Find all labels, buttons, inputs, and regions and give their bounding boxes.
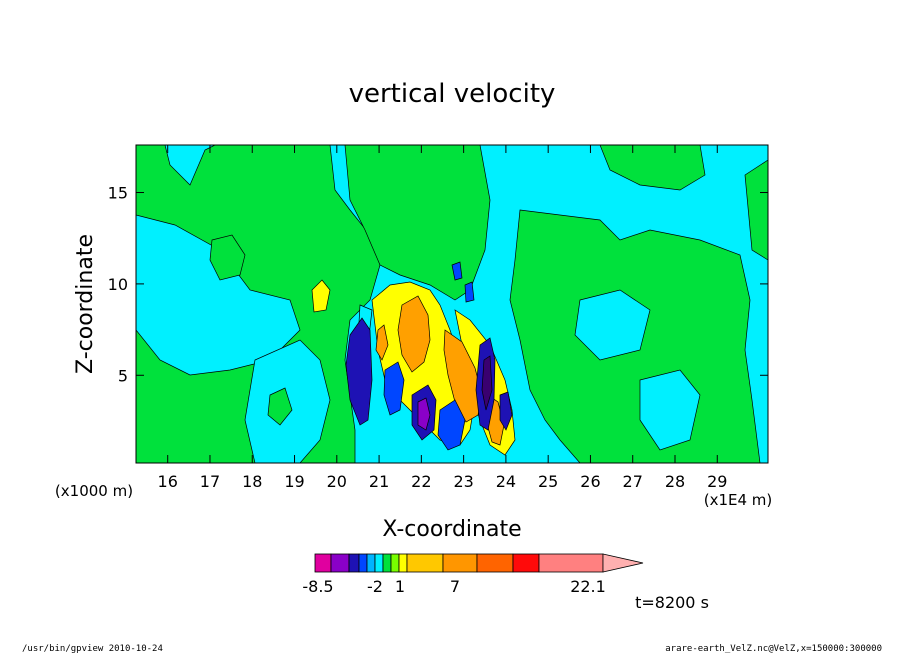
green-region [267, 387, 293, 426]
colorbar-bin [382, 553, 392, 573]
blue-region [464, 281, 475, 303]
yellow-region [311, 279, 331, 313]
purple-region [417, 397, 431, 431]
x-tick-label: 27 [623, 472, 643, 491]
x-tick-label: 26 [580, 472, 600, 491]
x-ticks: 16 17 18 19 20 21 22 23 24 25 26 27 28 29 [158, 145, 727, 491]
blue-region [437, 399, 466, 451]
chart-title: vertical velocity [349, 79, 556, 109]
y-tick-label: 5 [118, 366, 128, 385]
y-ticks: 5 10 15 [108, 184, 768, 385]
colorbar-bin [406, 553, 444, 573]
colorbar-label: 1 [395, 577, 405, 596]
footer-left: /usr/bin/gpview 2010-10-24 [22, 644, 163, 654]
blue-region [451, 261, 463, 281]
colorbar-bin [442, 553, 478, 573]
time-label: t=8200 s [635, 593, 709, 612]
orange-region [397, 295, 431, 373]
colorbar-bin [538, 553, 604, 573]
green-region [599, 145, 706, 191]
colorbar-bin [348, 553, 360, 573]
x-tick-label: 17 [200, 472, 220, 491]
colorbar-bin [390, 553, 400, 573]
colorbar-label: -2 [367, 577, 383, 596]
colorbar-bin [374, 553, 384, 573]
y-tick-label: 10 [108, 275, 128, 294]
colorbar-bin [358, 553, 368, 573]
cyan-region [639, 369, 701, 451]
green-region [344, 145, 491, 301]
y-tick-label: 15 [108, 184, 128, 203]
x-tick-label: 25 [538, 472, 558, 491]
contour-field [136, 145, 768, 463]
x-tick-label: 20 [327, 472, 347, 491]
x-tick-label: 23 [453, 472, 473, 491]
orange-region [375, 324, 389, 361]
x-tick-label: 24 [496, 472, 516, 491]
x-axis-label: X-coordinate [382, 517, 521, 542]
x-tick-label: 22 [411, 472, 431, 491]
colorbar-arrow [602, 553, 644, 573]
green-region [209, 234, 246, 281]
colorbar-bin [330, 553, 350, 573]
cyan-region [574, 289, 651, 361]
colorbar: -8.5 -2 1 7 22.1 [302, 553, 644, 596]
green-region [744, 159, 768, 261]
x-tick-label: 16 [158, 472, 178, 491]
orange-region [443, 329, 483, 423]
footer-right: arare-earth_VelZ.nc@VelZ,x=150000:300000 [665, 644, 882, 654]
y-axis-label: Z-coordinate [73, 234, 98, 374]
x-unit-note: (x1E4 m) [704, 491, 773, 509]
colorbar-bin [398, 553, 408, 573]
plot-frame [135, 144, 769, 464]
x-tick-label: 21 [369, 472, 389, 491]
blue-region [383, 361, 405, 416]
colorbar-bin [314, 553, 332, 573]
colorbar-label: -8.5 [302, 577, 333, 596]
colorbar-label: 7 [450, 577, 460, 596]
x-tick-label: 19 [284, 472, 304, 491]
plot-area: 16 17 18 19 20 21 22 23 24 25 26 27 28 29 5 10 15 [108, 144, 769, 491]
colorbar-bin [512, 553, 540, 573]
purple-region [481, 355, 493, 411]
blue-region [499, 391, 513, 431]
x-tick-label: 28 [665, 472, 685, 491]
blue-region [345, 317, 373, 426]
colorbar-label: 22.1 [570, 577, 606, 596]
y-unit-note: (x1000 m) [55, 482, 133, 500]
colorbar-bin [476, 553, 514, 573]
colorbar-bin [366, 553, 376, 573]
x-tick-label: 29 [707, 472, 727, 491]
x-tick-label: 18 [242, 472, 262, 491]
